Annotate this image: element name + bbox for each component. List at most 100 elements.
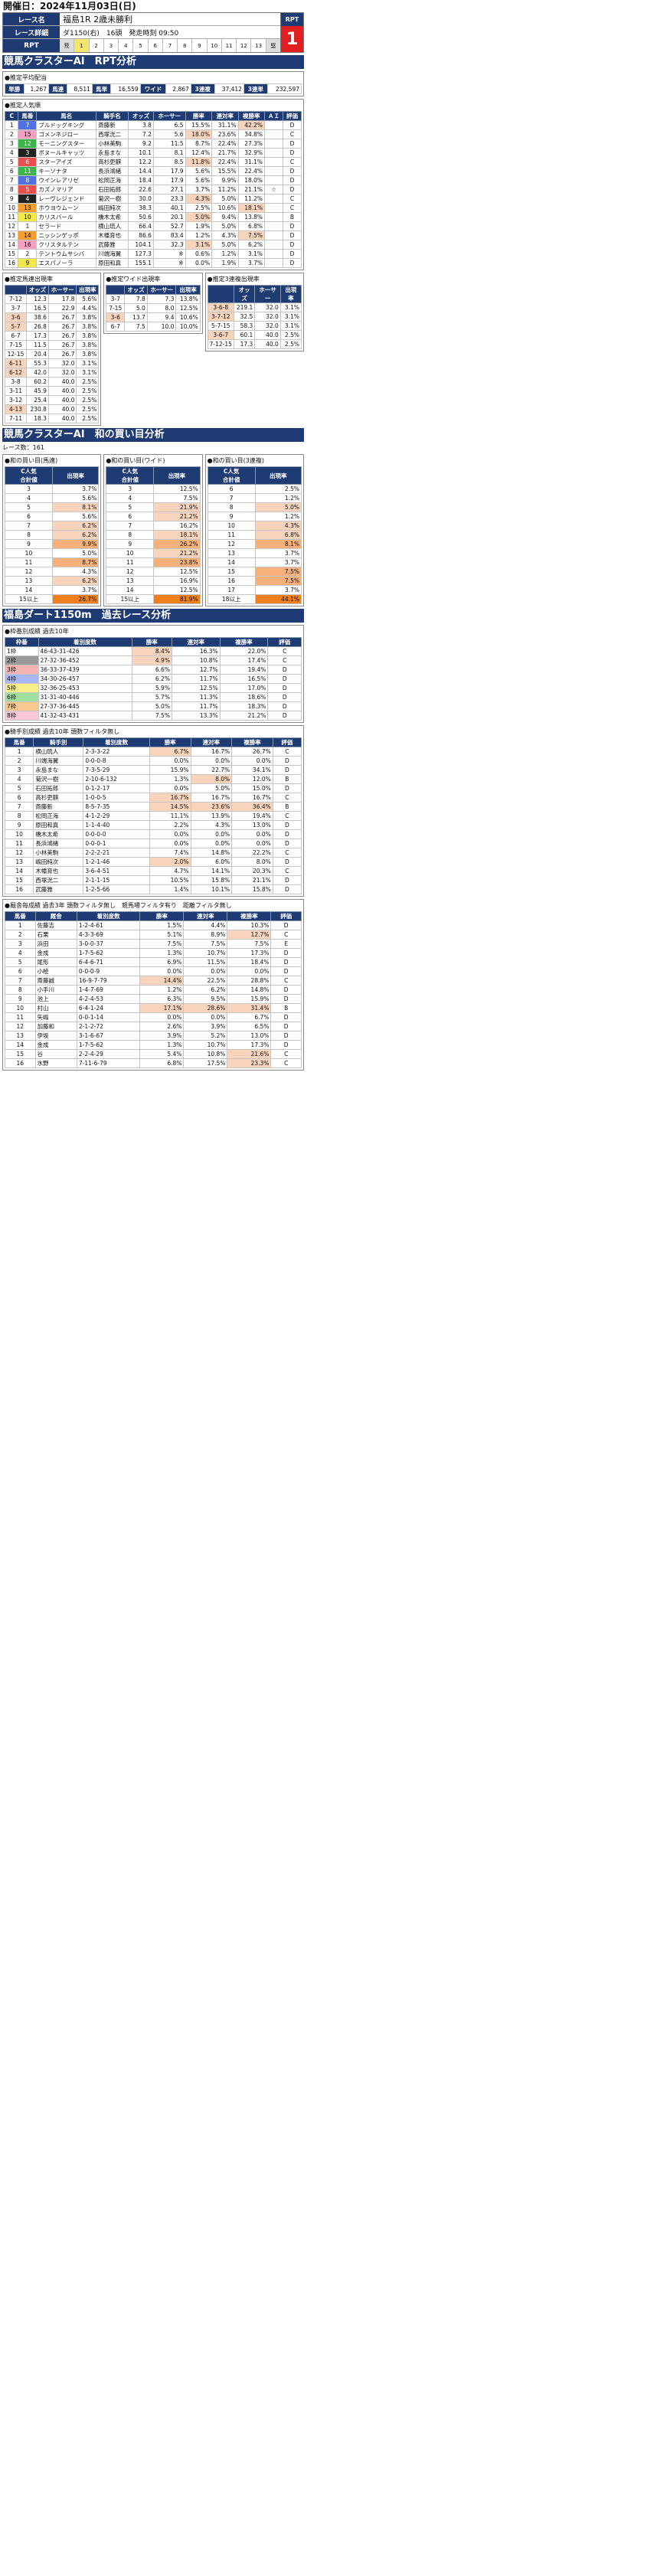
past-cell: D (267, 674, 302, 684)
sum-row: 13 16.9% (106, 576, 201, 586)
popularity-cell: 20.1 (152, 212, 186, 222)
combination-header: ホーサー (146, 285, 177, 295)
sum-row: 4 7.5% (106, 493, 201, 503)
past-cell: 7.5% (183, 939, 228, 949)
sum-total: 12 (207, 539, 256, 549)
combination-row: 3-8 60.2 40.0 2.5% (4, 377, 100, 387)
past-row: 15 西塚洸二 2-1-1-15 10.5% 15.8% 21.1% D (4, 875, 302, 885)
popularity-cell: 18.4 (127, 175, 154, 185)
sum-trio-table: C人気 合計値 出現率 6 2.5% 7 1.2% 8 5.0% 9 1.2% 10 4.3% 11 6.… (207, 466, 302, 604)
past-cell: 0.0% (231, 756, 273, 766)
popularity-cell: 2 (4, 129, 19, 139)
popularity-cell: 5.0% (185, 212, 213, 222)
past-cell: D (272, 756, 302, 766)
popularity-cell: 3 (18, 148, 38, 158)
popularity-cell: 9 (18, 258, 38, 268)
past-header: 厩舎 (34, 911, 77, 921)
popularity-cell: ゴメンネジロー (36, 129, 97, 139)
past-row: 13 嶋田純次 1-2-1-46 2.0% 6.0% 8.0% D (4, 857, 302, 867)
past-cell: 17.3% (227, 948, 272, 958)
popularity-cell (264, 157, 283, 167)
past-cell: 0.0% (190, 829, 233, 839)
sum-row: 6 21.2% (106, 512, 201, 521)
past-cell: 橋木太希 (33, 829, 84, 839)
combination-row: 3-6 13.7 9.4 10.6% (106, 312, 201, 322)
sum-wide-box: ●和の買い目(ワイド) C人気 合計値 出現率 3 12.5% 4 7.5% 5 21.9% 6… (103, 454, 203, 606)
popularity-cell: 4 (18, 194, 38, 204)
sum-total: 11 (5, 557, 53, 567)
popularity-cell: 9.9% (211, 175, 239, 185)
sum-total: 17 (207, 585, 256, 595)
past-cell: 8-5-7-35 (83, 802, 150, 812)
past-cell: D (272, 839, 302, 848)
past-cell: 17.3% (227, 1040, 272, 1050)
popularity-cell: 1.2% (185, 230, 213, 240)
rpt-cell: 5 (133, 39, 149, 52)
past-cell: 4.7% (149, 866, 191, 876)
popularity-cell: 7.5% (237, 230, 266, 240)
popularity-cell: 1 (18, 221, 38, 231)
popularity-cell: 23.3 (152, 194, 186, 204)
sum-total: 9 (106, 539, 155, 549)
sum-rate: 8.1% (51, 502, 100, 512)
popularity-table: C 馬番 馬名 騎手名 オッズ ホーサー 勝率 連対率 複勝率 ＡＩ 評価 1 7 ブルドッグキング 斎藤… (4, 111, 302, 268)
popularity-cell: 嶋田純次 (96, 203, 129, 213)
sum-rate: 6.2% (51, 521, 100, 531)
past-cell: 22.5% (183, 976, 228, 986)
combination-row: 3-7 16.5 22.9 4.4% (4, 303, 100, 313)
combination-row: 3-6-7 60.1 40.0 2.5% (207, 330, 302, 340)
race-date: 開催日：2024年11月03日(日) (3, 1, 136, 11)
popularity-cell: 11.2% (237, 194, 266, 204)
past-row: 8枠 41-32-43-431 7.5% 13.3% 21.2% D (5, 711, 302, 721)
sum-rate: 5.6% (51, 512, 100, 521)
avg-payout-box: ●推定平均配当 単勝 1,267 馬連 8,511 馬単 16,559 ワイド 2,867 3連… (2, 71, 304, 96)
past-row: 15 谷 2-2-4-29 5.4% 10.8% 21.6% C (5, 1049, 302, 1059)
past-row: 7枠 27-37-36-445 5.0% 11.7% 18.3% D (5, 701, 302, 711)
past-cell: 16.5% (219, 674, 269, 684)
combination-cell: 26.7 (47, 340, 77, 350)
past-row: 2 石栗 4-3-3-69 5.1% 8.9% 12.7% C (5, 930, 302, 940)
sum-total: 13 (5, 576, 53, 586)
combination-row: 7-12 12.3 17.8 5.6% (4, 294, 100, 304)
combination-cell: 7-12 (4, 294, 28, 304)
past-cell: 長浜鴻緒 (33, 839, 84, 848)
sum-rate: 2.5% (254, 484, 302, 494)
combination-header (207, 285, 234, 303)
rpt-cell: 12 (237, 39, 252, 52)
sum-total: 14 (207, 557, 256, 567)
popularity-cell: 6 (18, 157, 38, 167)
sum-total: 15 (207, 567, 256, 577)
combination-cell: 3.8% (76, 331, 100, 341)
avg-label: 3連複 (190, 83, 215, 94)
past-cell: D (272, 857, 302, 867)
popularity-cell: 15.5% (185, 120, 213, 130)
past-cell: 10 (4, 829, 34, 839)
combination-header: オッズ (233, 285, 256, 303)
past-row: 2 川端海翼 0-0-0-8 0.0% 0.0% 0.0% D (4, 756, 302, 766)
sum-row: 3 3.7% (5, 484, 100, 494)
popularity-cell: 18.1% (237, 203, 266, 213)
sum-row: 12 8.1% (207, 539, 302, 549)
past-cell: 2枠 (5, 655, 39, 665)
past-cell: D (272, 783, 302, 793)
popularity-cell: 11.8% (185, 157, 213, 167)
past-cell: 8枠 (5, 711, 39, 721)
popularity-cell: ボヌールキャッツ (36, 148, 97, 158)
sum-rate: 5.0% (254, 502, 302, 512)
sum-header: C人気 合計値 (106, 466, 155, 485)
popularity-cell: 13.8% (237, 212, 266, 222)
popularity-cell: 42.2% (237, 120, 266, 130)
race-start-time: 発走時刻 09:50 (129, 29, 179, 38)
sum-row: 8 18.1% (106, 530, 201, 540)
past-cell: C (267, 646, 302, 656)
sum-total: 13 (106, 576, 155, 586)
popularity-cell: 13 (18, 203, 38, 213)
combination-header: 出現率 (279, 285, 302, 303)
avg-label: 単勝 (5, 83, 25, 94)
past-cell: 14 (5, 1040, 36, 1050)
popularity-cell: 石田拓郎 (96, 185, 129, 195)
combination-cell: 9.4 (146, 312, 177, 322)
popularity-cell: D (282, 221, 302, 231)
past-cell: 6.6% (131, 665, 172, 675)
past-cell: B (270, 1003, 302, 1013)
